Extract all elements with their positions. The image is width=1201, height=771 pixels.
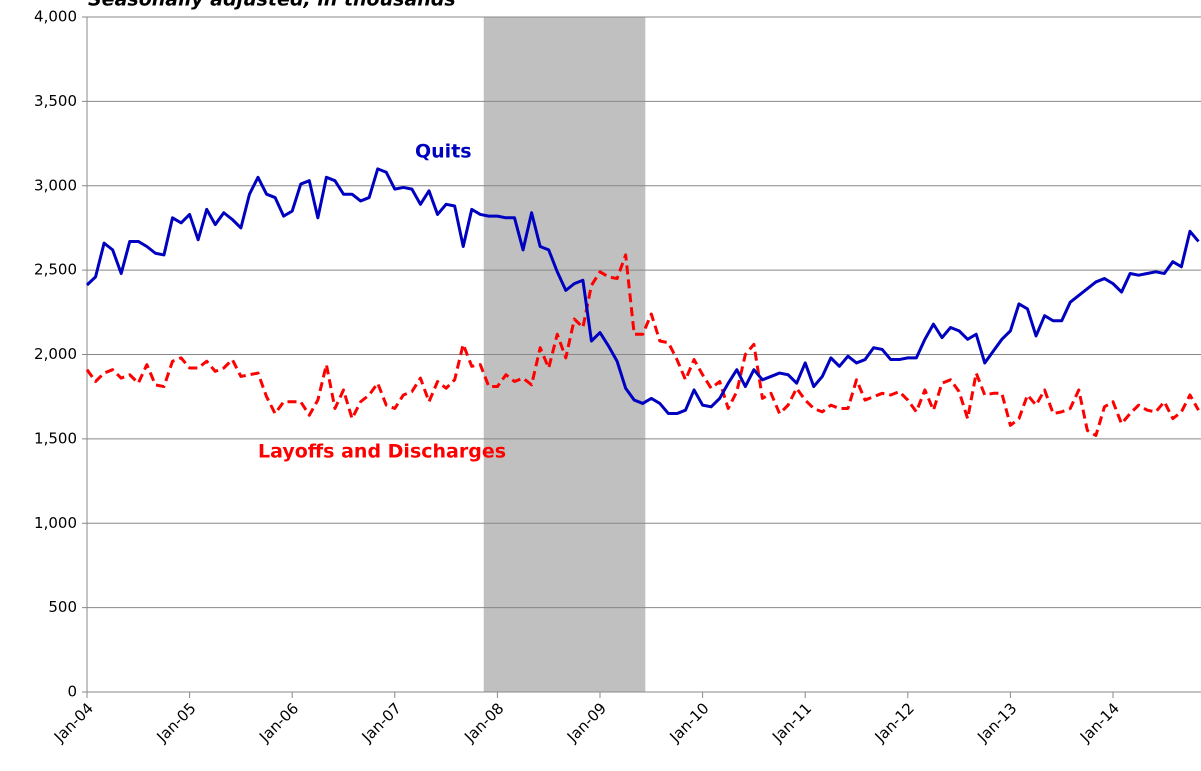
y-tick-label: 1,500	[34, 429, 77, 447]
series-label: Quits	[415, 141, 472, 163]
x-tick-label: Jan-11	[768, 699, 815, 746]
x-tick-label: Jan-06	[255, 699, 302, 746]
y-tick-label: 3,000	[34, 176, 77, 194]
x-tick-label: Jan-08	[460, 699, 507, 746]
x-tick-label: Jan-14	[1076, 699, 1123, 746]
y-tick-label: 2,500	[34, 261, 77, 279]
y-tick-label: 0	[67, 683, 77, 701]
series-label: Layoffs and Discharges	[258, 441, 506, 463]
x-tick-label: Jan-09	[563, 699, 610, 746]
series-line	[85, 253, 1200, 437]
y-tick-label: 2,000	[34, 345, 77, 363]
x-tick-label: Jan-05	[152, 699, 199, 746]
chart-title: Seasonally adjusted, in thousands	[88, 0, 456, 11]
series-line	[85, 167, 1200, 416]
x-tick-label: Jan-04	[50, 699, 97, 746]
x-tick-label: Jan-10	[665, 699, 712, 746]
x-tick-label: Jan-12	[871, 699, 918, 746]
y-tick-label: 1,000	[34, 514, 77, 532]
y-tick-label: 500	[48, 598, 77, 616]
x-tick-label: Jan-07	[358, 699, 405, 746]
y-tick-label: 3,500	[34, 92, 77, 110]
y-tick-label: 4,000	[34, 8, 77, 26]
x-tick-label: Jan-13	[973, 699, 1020, 746]
